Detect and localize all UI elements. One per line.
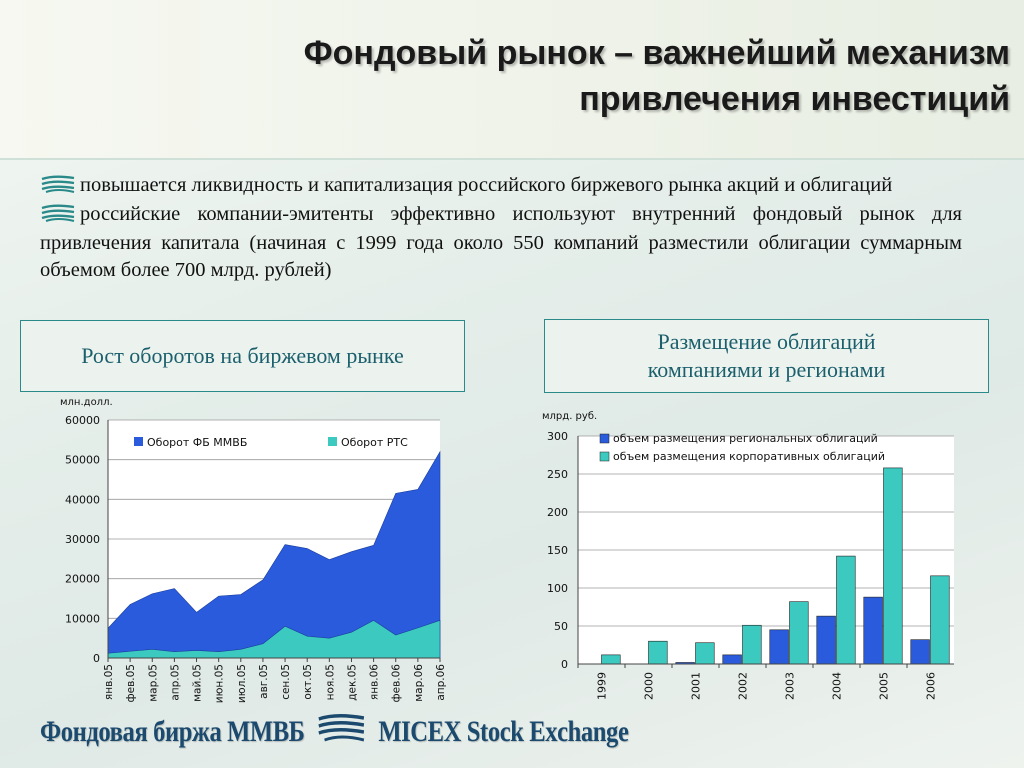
bullet-item-2: российские компании-эмитенты эффективно … [40, 201, 962, 284]
y-tick-label: 20000 [65, 573, 100, 586]
micex-logo-icon [316, 713, 367, 751]
bar-2-2005 [883, 467, 903, 665]
x-tick-label: 2004 [831, 672, 844, 700]
bar-2-2002 [742, 624, 762, 665]
x-tick-label: 2005 [878, 672, 891, 700]
x-tick-label: 2006 [925, 672, 938, 700]
bar-2-2003 [789, 601, 809, 665]
y-tick-label: 40000 [65, 493, 100, 506]
bullet-text-1: повышается ликвидность и капитализация р… [80, 174, 893, 196]
bullet-list: повышается ликвидность и капитализация р… [40, 172, 962, 284]
turnover-area-chart: 0 10000 20000 30000 40000 50000 60000 млн.долл.… [60, 397, 447, 703]
bar-2-2000 [648, 640, 668, 665]
footer-brand: Фондовая биржа ММВБ MICEX Stock Exchange [40, 712, 629, 752]
legend-label: Оборот ФБ ММВБ [147, 436, 247, 449]
bar-1-2003 [769, 629, 789, 665]
x-tick-label: окт.05 [302, 664, 314, 700]
y-tick-label: 200 [547, 506, 568, 519]
x-tick-label: янв.05 [103, 664, 115, 700]
x-tick-label: авг.05 [258, 664, 270, 699]
bar-1-2005 [863, 596, 883, 665]
y-axis-title: млрд. руб. [542, 411, 597, 422]
legend-swatch [134, 437, 143, 446]
x-tick-label: мар.06 [413, 664, 425, 702]
x-tick-label: мар.05 [147, 664, 159, 702]
legend-swatch [328, 437, 337, 446]
y-tick-label: 150 [547, 544, 568, 557]
x-tick-label: фев.05 [125, 664, 137, 702]
y-tick-label: 250 [547, 468, 568, 481]
x-tick-label: 2003 [784, 672, 797, 700]
title-line-2: привлечения инвестиций [579, 80, 1010, 118]
title-line-1: Фондовый рынок – важнейший механизм [303, 34, 1010, 72]
x-tick-label: июл.05 [236, 664, 248, 703]
area-series-2 [107, 619, 441, 659]
bonds-caption: Размещение облигаций компаниями и регион… [647, 329, 886, 382]
y-tick-label: 50 [554, 620, 568, 633]
bar-1-2002 [722, 654, 742, 665]
legend-label: Оборот РТС [341, 436, 408, 449]
footer-right-text: MICEX Stock Exchange [378, 715, 629, 748]
y-tick-label: 0 [93, 652, 100, 665]
bar-2-2004 [836, 555, 856, 665]
x-tick-label: 2000 [643, 672, 656, 700]
x-tick-label: апр.06 [435, 664, 447, 701]
x-tick-label: 2001 [690, 672, 703, 700]
micex-logo-icon [40, 174, 76, 201]
x-tick-label: 2002 [737, 672, 750, 700]
bonds-bar-chart: 0 50 100 150 200 250 300 млрд. руб. 1999 2000 2001… [542, 411, 954, 700]
turnover-caption-box: Рост оборотов на биржевом рынке [20, 320, 465, 392]
y-tick-label: 300 [547, 430, 568, 443]
footer-left-text: Фондовая биржа ММВБ [40, 715, 305, 748]
y-axis-title: млн.долл. [60, 397, 113, 408]
slide-title: Фондовый рынок – важнейший механизм прив… [110, 30, 1010, 122]
x-tick-label: фев.06 [391, 664, 403, 703]
x-tick-label: апр.05 [169, 664, 181, 701]
bar-2-1999 [601, 654, 621, 665]
bar-2-2006 [930, 575, 950, 665]
bonds-caption-box: Размещение облигаций компаниями и регион… [544, 319, 989, 393]
legend-label: объем размещения корпоративных облигаций [613, 450, 885, 463]
y-tick-label: 10000 [65, 612, 100, 625]
header-band [0, 0, 1024, 160]
turnover-caption: Рост оборотов на биржевом рынке [81, 343, 404, 368]
legend-label: объем размещения региональных облигаций [613, 432, 878, 445]
x-tick-label: сен.05 [280, 664, 292, 700]
y-tick-label: 60000 [65, 414, 100, 427]
x-tick-label: май.05 [192, 664, 204, 702]
legend-swatch [599, 433, 610, 444]
x-tick-label: янв.06 [369, 664, 381, 700]
bullet-text-2: российские компании-эмитенты эффективно … [40, 203, 962, 281]
bar-2-2001 [695, 642, 715, 665]
x-tick-label: 1999 [596, 672, 609, 700]
y-tick-label: 0 [561, 658, 568, 671]
bar-1-2004 [816, 615, 836, 665]
x-tick-label: ноя.05 [324, 664, 336, 700]
bullet-item-1: повышается ликвидность и капитализация р… [40, 172, 962, 201]
y-tick-label: 100 [547, 582, 568, 595]
y-tick-label: 50000 [65, 454, 100, 467]
x-tick-label: дек.05 [346, 664, 358, 701]
bar-1-2006 [910, 639, 930, 665]
area-series-1 [107, 450, 441, 659]
micex-logo-icon [40, 203, 76, 230]
x-tick-label: июн.05 [214, 664, 226, 703]
y-tick-label: 30000 [65, 533, 100, 546]
legend-swatch [599, 451, 610, 462]
